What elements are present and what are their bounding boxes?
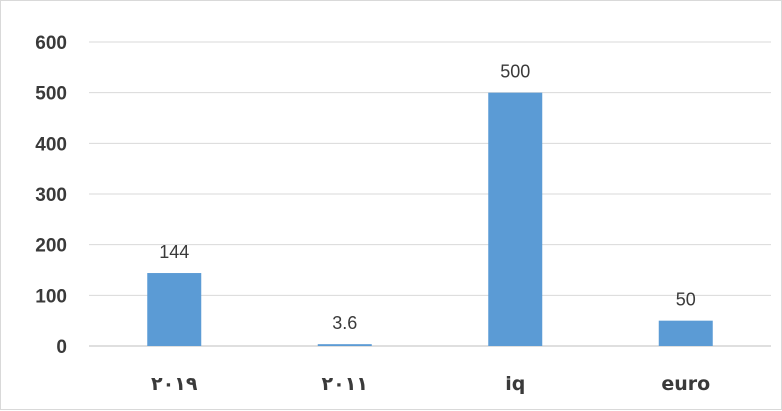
y-tick-label: 200: [35, 236, 67, 257]
y-tick-label: 100: [35, 286, 67, 307]
x-tick-label: ٢٠١٩: [151, 373, 198, 395]
y-tick-label: 300: [35, 185, 67, 206]
bar: [658, 320, 713, 346]
x-axis-tick-labels: ٢٠١٩ ٢٠١١ iq euro: [151, 373, 710, 395]
data-label: 144: [159, 242, 189, 262]
data-labels: 144 3.6 500 50: [159, 62, 696, 334]
y-axis-tick-labels: 0 100 200 300 400 500 600: [35, 33, 67, 358]
bar: [488, 92, 543, 347]
y-tick-label: 0: [56, 337, 67, 358]
y-tick-label: 500: [35, 84, 67, 105]
data-label: 50: [676, 290, 696, 310]
x-tick-label: euro: [661, 373, 710, 395]
x-tick-label: iq: [505, 373, 525, 395]
data-label: 3.6: [332, 313, 357, 333]
y-tick-label: 600: [35, 33, 67, 54]
bar: [147, 273, 202, 346]
bars: [147, 92, 713, 347]
gridlines: [89, 41, 771, 347]
data-label: 500: [500, 62, 530, 82]
x-tick-label: ٢٠١١: [322, 373, 368, 395]
y-tick-label: 400: [35, 134, 67, 155]
bar: [317, 344, 372, 346]
